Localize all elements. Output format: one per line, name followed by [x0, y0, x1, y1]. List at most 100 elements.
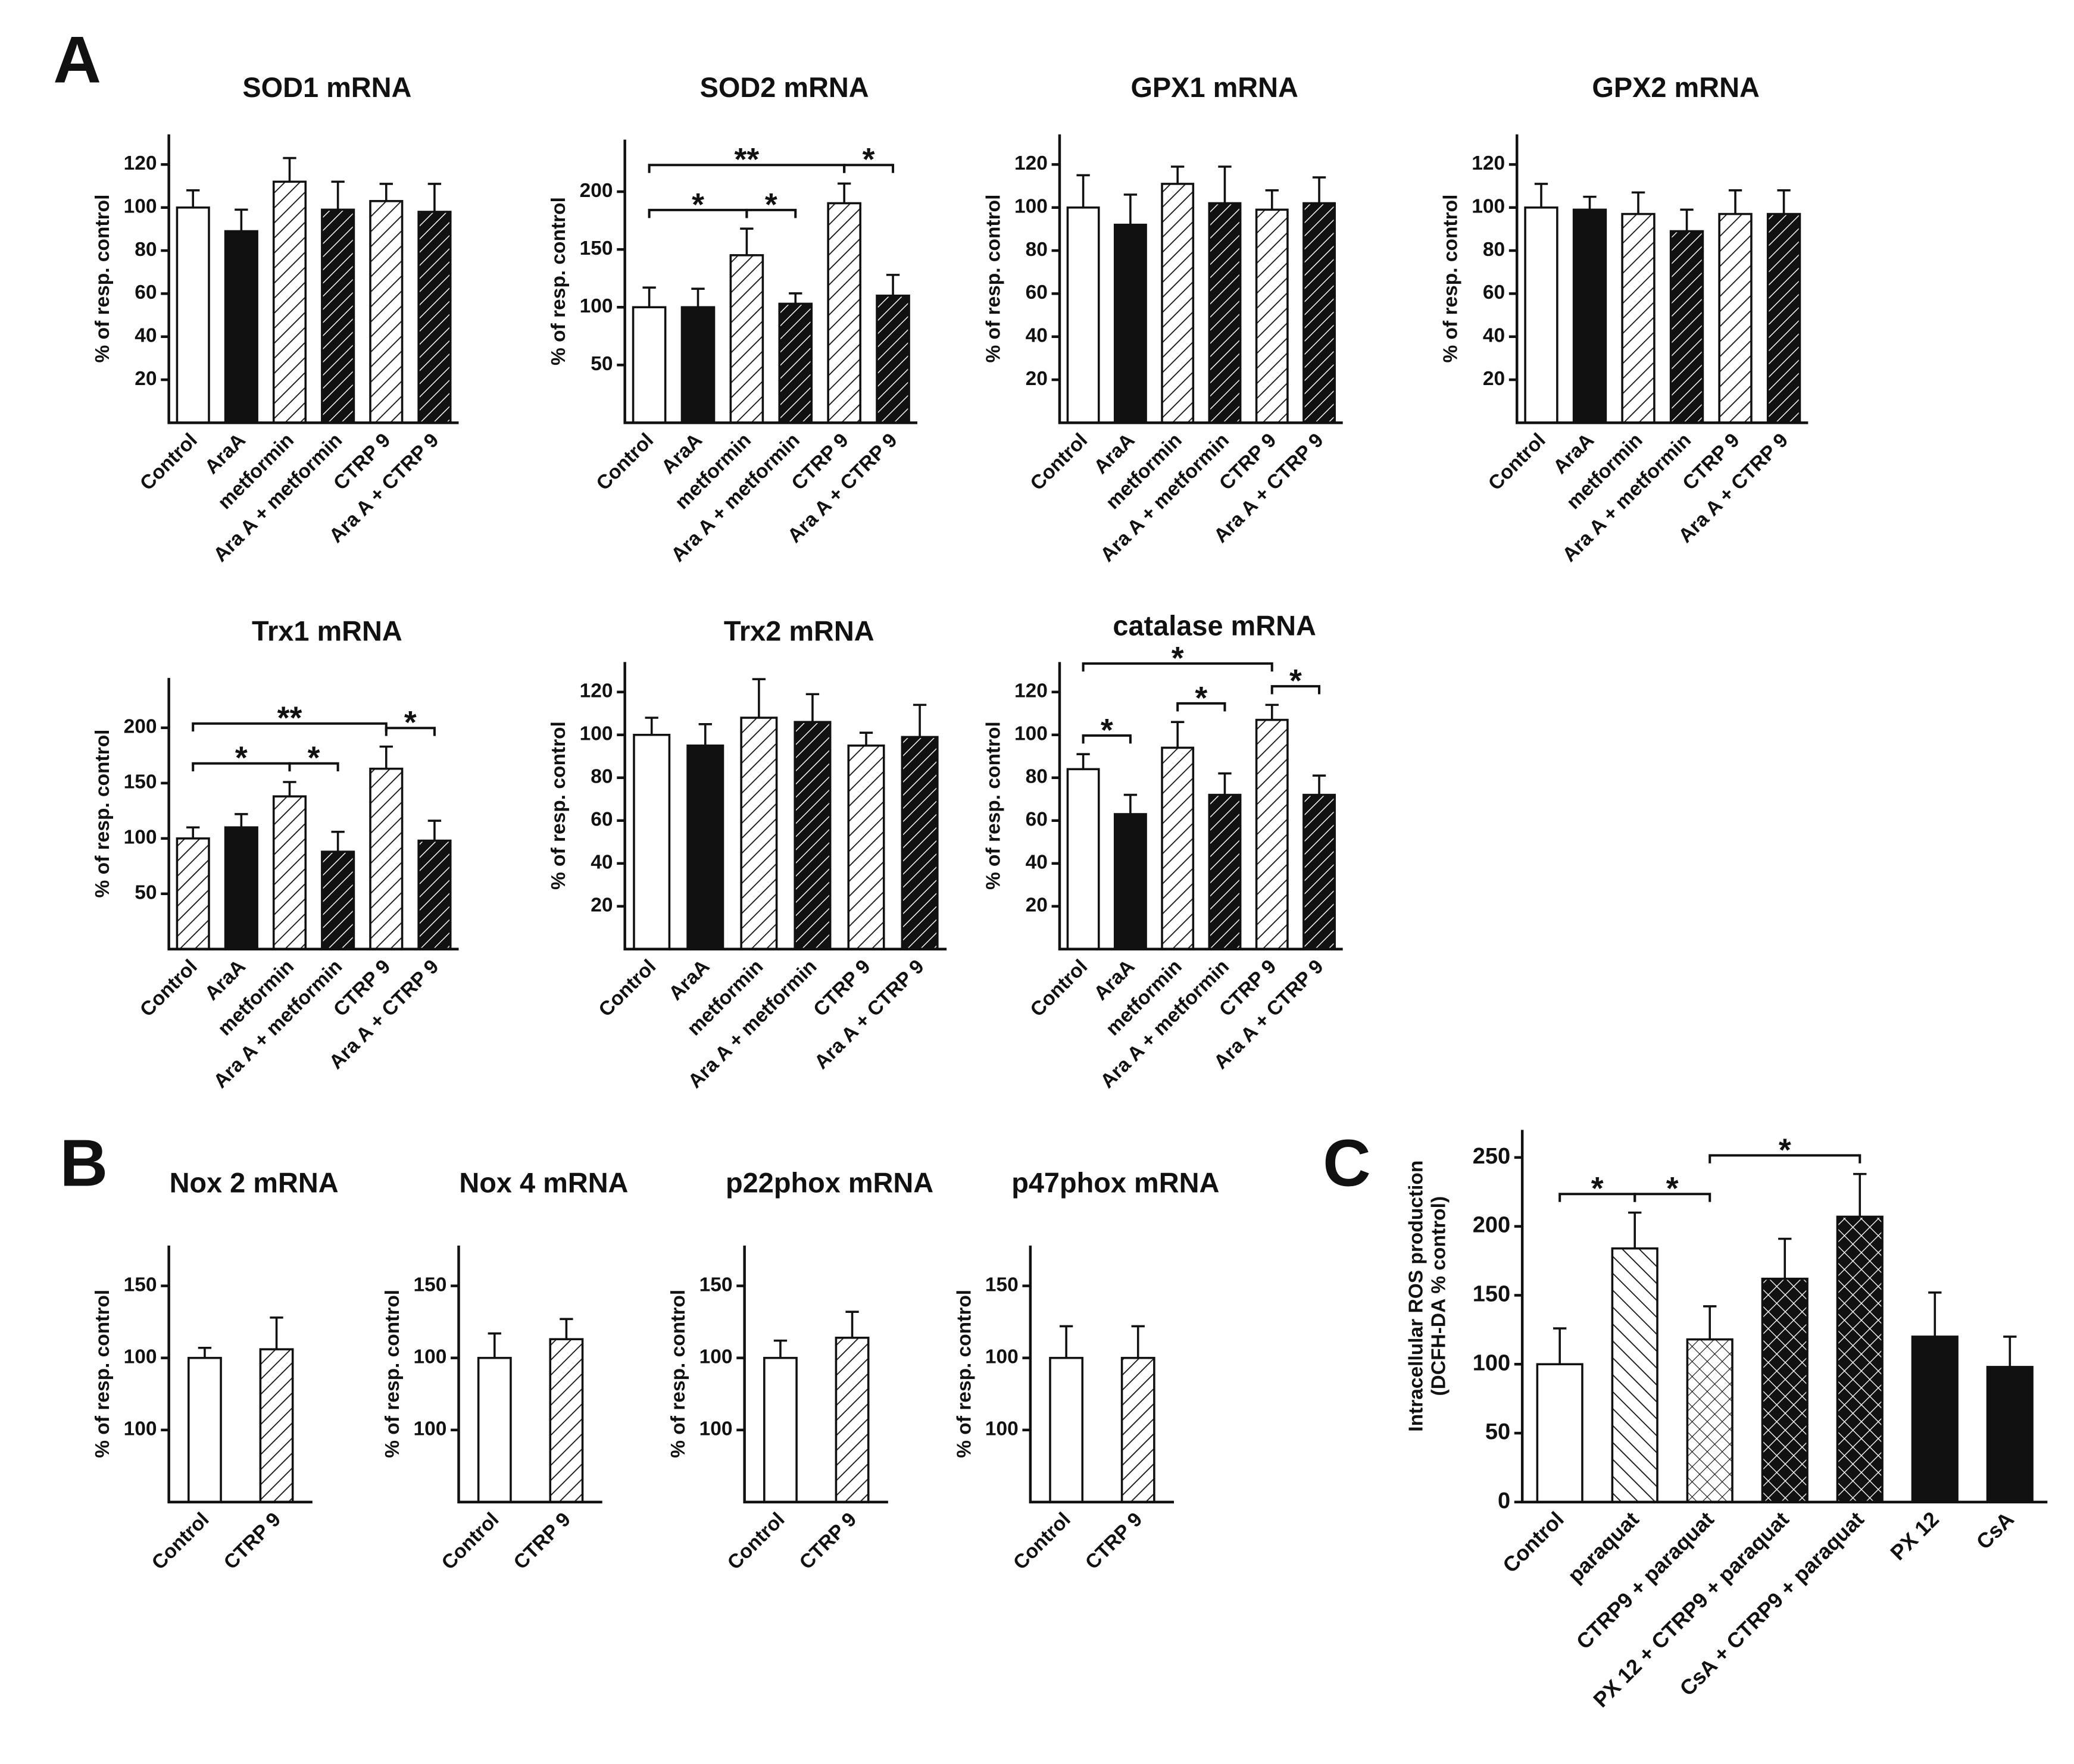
- bar: [1161, 183, 1195, 424]
- error-bar: [1853, 1172, 1867, 1217]
- bar: [1066, 768, 1100, 950]
- error-bar: [740, 227, 754, 255]
- bar: [1255, 208, 1289, 424]
- bar: [477, 1356, 512, 1503]
- y-tick-label: 200: [580, 180, 613, 202]
- bar: [1536, 1363, 1583, 1503]
- y-axis-label: % of resp. control: [92, 730, 114, 898]
- chart-title: Nox 2 mRNA: [170, 1167, 339, 1198]
- y-tick-label: 150: [124, 771, 157, 793]
- error-bar: [1553, 1327, 1567, 1365]
- significance-bracket: [1708, 1154, 1861, 1164]
- y-tick-label: 100: [1014, 723, 1048, 745]
- y-axis-label: % of resp. control: [92, 1290, 114, 1458]
- y-tick-label: 50: [135, 882, 157, 904]
- error-bar: [427, 183, 442, 212]
- bar: [224, 826, 258, 950]
- error-bar: [1680, 208, 1694, 232]
- bar: [740, 717, 778, 950]
- x-tick-label: Control: [592, 429, 658, 495]
- error-bar: [283, 781, 296, 797]
- error-bar: [1312, 176, 1326, 204]
- y-tick-label: 80: [1483, 239, 1505, 261]
- significance-bracket: [648, 164, 846, 173]
- error-bar: [913, 703, 927, 737]
- axes: [167, 1245, 313, 1504]
- bar: [1303, 202, 1336, 424]
- y-tick-label: 150: [124, 1274, 157, 1296]
- panel-label: A: [53, 23, 101, 97]
- significance-label: *: [692, 187, 704, 223]
- bar: [1718, 212, 1753, 424]
- bar: [847, 744, 885, 950]
- error-bar: [845, 1311, 859, 1338]
- x-tick-label: Control: [1026, 429, 1092, 495]
- bar: [417, 839, 452, 950]
- y-tick-label: 100: [413, 1346, 446, 1368]
- error-bar: [789, 292, 802, 304]
- y-tick-label: 100: [124, 196, 157, 218]
- axes: [167, 678, 459, 951]
- error-bar: [198, 1346, 212, 1358]
- chart-title: Nox 4 mRNA: [459, 1167, 628, 1198]
- bar: [321, 208, 355, 424]
- chart-title: catalase mRNA: [1113, 611, 1316, 642]
- error-bar: [886, 274, 900, 296]
- y-tick-label: 120: [1014, 152, 1048, 174]
- error-bar: [645, 717, 658, 735]
- y-tick-label: 250: [1473, 1144, 1510, 1169]
- significance-label: **: [277, 700, 302, 736]
- y-axis-label: % of resp. control: [548, 721, 570, 890]
- y-axis-label: % of resp. control: [92, 195, 114, 363]
- y-tick-label: 60: [591, 809, 613, 831]
- error-bar: [331, 830, 345, 852]
- y-axis-label: % of resp. control: [667, 1290, 689, 1458]
- y-tick-label: 150: [1473, 1281, 1510, 1306]
- chart-title: GPX1 mRNA: [1130, 72, 1298, 103]
- error-bar: [270, 1316, 283, 1350]
- y-tick-label: 100: [985, 1346, 1019, 1368]
- bar: [176, 206, 210, 424]
- significance-bracket: [192, 762, 291, 772]
- y-tick-label: 120: [580, 680, 613, 702]
- error-bar: [1728, 189, 1742, 214]
- error-bar: [1123, 793, 1138, 814]
- y-tick-label: 60: [1026, 809, 1048, 831]
- error-bar: [1534, 183, 1548, 208]
- chart-title: SOD2 mRNA: [700, 72, 869, 103]
- bar: [686, 744, 724, 950]
- error-bar: [1312, 774, 1326, 795]
- y-axis-label: (DCFH-DA % control): [1428, 1196, 1450, 1396]
- x-tick-label: CTRP 9: [510, 1509, 575, 1574]
- bar: [680, 306, 716, 424]
- significance-label: *: [863, 142, 875, 177]
- bar: [1572, 208, 1607, 424]
- bar: [369, 767, 404, 950]
- significance-label: *: [1591, 1171, 1604, 1206]
- bar: [259, 1348, 294, 1503]
- error-bar: [838, 182, 851, 204]
- axes: [623, 662, 947, 951]
- significance-bracket: [1633, 1193, 1711, 1202]
- bar: [1066, 206, 1100, 424]
- significance-bracket: [385, 727, 436, 736]
- y-tick-label: 100: [124, 1418, 157, 1440]
- y-tick-label: 80: [135, 239, 157, 261]
- x-tick-label: paraquat: [1563, 1507, 1644, 1587]
- bar: [763, 1356, 798, 1503]
- y-axis-label: % of resp. control: [548, 197, 570, 365]
- x-tick-label: CTRP 9: [795, 1509, 861, 1574]
- y-tick-label: 100: [699, 1346, 733, 1368]
- axes: [623, 139, 917, 424]
- x-tick-label: CTRP9 + paraquat: [1572, 1507, 1719, 1654]
- error-bar: [1076, 174, 1090, 208]
- panel-label: C: [1323, 1125, 1371, 1200]
- chart-title: Trx2 mRNA: [724, 616, 874, 647]
- significance-label: *: [404, 705, 417, 740]
- bar: [876, 295, 910, 424]
- significance-label: *: [1666, 1171, 1679, 1206]
- y-tick-label: 50: [591, 353, 613, 375]
- bar: [778, 302, 813, 424]
